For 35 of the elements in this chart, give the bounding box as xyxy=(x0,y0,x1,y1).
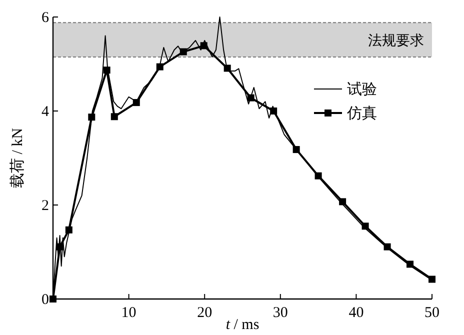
point xyxy=(156,63,164,70)
y-tick-label: 2 xyxy=(42,198,49,214)
x-tick-label: 10 xyxy=(121,305,136,321)
point xyxy=(132,99,140,106)
y-axis-title: 载荷 / kN xyxy=(9,128,26,188)
point xyxy=(292,146,300,154)
legend-label: 试验 xyxy=(347,81,377,98)
point xyxy=(339,198,346,206)
point xyxy=(384,243,391,250)
y-tick-label: 4 xyxy=(42,104,50,120)
legend-label: 仿真 xyxy=(346,105,377,122)
y-tick-label: 0 xyxy=(42,292,49,308)
x-tick-label: 30 xyxy=(272,305,288,321)
point xyxy=(50,296,56,302)
point xyxy=(224,64,231,72)
point xyxy=(200,42,208,50)
point xyxy=(110,113,118,120)
y-tick-label: 6 xyxy=(42,10,50,26)
point xyxy=(247,94,254,102)
x-tick-label: 40 xyxy=(348,305,364,321)
x-axis-title: t / ms xyxy=(226,317,260,333)
point xyxy=(180,48,187,56)
point xyxy=(270,108,278,114)
point xyxy=(428,276,436,283)
point xyxy=(406,260,414,268)
point xyxy=(56,243,64,250)
point xyxy=(65,226,72,234)
point xyxy=(88,114,96,121)
x-tick-label: 20 xyxy=(197,305,212,321)
band: 法规要求 xyxy=(53,22,432,57)
point xyxy=(314,172,322,180)
point xyxy=(103,66,110,74)
band-label: 法规要求 xyxy=(368,32,424,49)
point xyxy=(362,222,369,230)
x-tick-label: 50 xyxy=(424,305,440,321)
